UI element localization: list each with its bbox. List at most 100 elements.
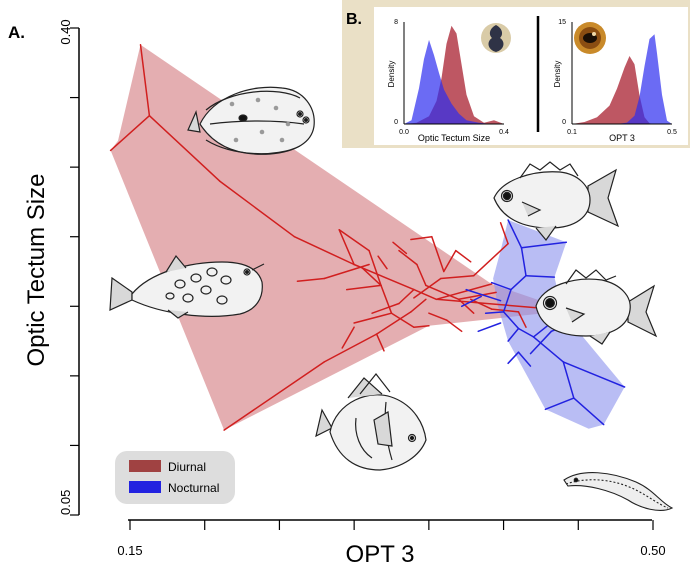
nocturnal-branch [532, 336, 565, 363]
nocturnal-branch [465, 288, 502, 302]
y-tick-label-bottom: 0.05 [58, 490, 73, 515]
diurnal-branch [413, 288, 438, 301]
legend-label-nocturnal: Nocturnal [168, 481, 219, 495]
legend: Diurnal Nocturnal [115, 451, 235, 504]
phylogeny-branches [109, 43, 626, 431]
diurnal-branch [413, 277, 442, 299]
diurnal-branch [416, 263, 427, 287]
squirrelfish-illustration [493, 161, 620, 241]
diurnal-branch [375, 311, 412, 335]
diurnal-branch [345, 284, 382, 291]
nocturnal-branch [507, 351, 520, 365]
cowfish-illustration [109, 254, 265, 319]
panel-a-label: A. [8, 23, 25, 42]
panel-b-inset: B. 8 0 0.0 0.4 Density Optic Tectum Size… [342, 0, 690, 148]
nocturnal-density-curve [572, 34, 672, 125]
nocturnal-branch [490, 281, 512, 291]
diurnal-branch [323, 333, 378, 363]
nocturnal-branch [544, 397, 575, 411]
legend-background [115, 451, 235, 504]
diurnal-branch [425, 284, 460, 301]
diurnal-branch [223, 361, 326, 431]
diurnal-branch [413, 325, 430, 328]
x-tick-label-right: 0.50 [640, 543, 665, 558]
y-axis: 0.40 0.05 Optic Tectum Size [23, 19, 80, 516]
nocturnal-branch [520, 241, 568, 249]
density-right-ytick-bottom: 0 [562, 119, 566, 126]
density-left-xlabel: Optic Tectum Size [418, 133, 490, 143]
nocturnal-branch [529, 330, 553, 355]
nocturnal-branch [562, 361, 575, 399]
density-plot-optic-tectum [404, 25, 504, 124]
density-left-ylabel: Density [387, 61, 396, 88]
diurnal-branch [457, 298, 475, 314]
diurnal-branch [392, 241, 408, 255]
eye-photo-icon [574, 22, 606, 54]
nocturnal-branch [525, 274, 556, 278]
diurnal-branch [341, 326, 355, 349]
legend-label-diurnal: Diurnal [168, 460, 206, 474]
diurnal-branch [469, 298, 493, 310]
diurnal-branch [109, 114, 151, 152]
diurnal-branch [390, 312, 415, 328]
nocturnal-branch [520, 247, 527, 277]
nocturnal-branch [507, 327, 520, 342]
legend-swatch-nocturnal [129, 481, 161, 493]
diurnal-branch [139, 43, 151, 117]
y-axis-title: Optic Tectum Size [23, 174, 50, 367]
diurnal-density-curve [572, 56, 672, 124]
nocturnal-branch [460, 295, 482, 308]
diurnal-branch [377, 255, 388, 270]
legend-swatch-diurnal [129, 460, 161, 472]
diurnal-branch [296, 277, 326, 282]
x-axis-title: OPT 3 [346, 541, 415, 568]
nocturnal-branch [484, 311, 505, 314]
density-left-ytick-bottom: 0 [394, 119, 398, 126]
diurnal-branch [398, 288, 415, 305]
nocturnal-branch [517, 351, 532, 367]
diurnal-branch [431, 235, 445, 273]
density-right-xtick-left: 0.1 [567, 129, 577, 136]
diurnal-branch [435, 283, 493, 301]
diurnal-branch [353, 312, 393, 324]
density-right-xtick-right: 0.5 [667, 129, 677, 136]
nocturnal-branch [507, 219, 523, 249]
diurnal-branch [338, 229, 355, 266]
soldierfish-illustration [535, 269, 658, 345]
x-axis: 0.15 0.50 OPT 3 [117, 519, 666, 568]
nocturnal-branch [510, 274, 527, 291]
eel-illustration [563, 472, 674, 511]
density-left-xtick-right: 0.4 [499, 129, 509, 136]
diurnal-branch [371, 302, 400, 314]
density-right-ytick-top: 15 [558, 19, 566, 26]
nocturnal-branch [573, 397, 605, 426]
diurnal-branch [457, 291, 497, 301]
butterflyfish-illustration [315, 373, 427, 471]
density-right-xlabel: OPT 3 [609, 133, 635, 143]
diurnal-branch [472, 242, 509, 277]
diurnal-branch [428, 312, 448, 321]
nocturnal-density-curve [404, 39, 504, 124]
diurnal-branch [446, 319, 463, 333]
diurnal-branch [490, 308, 520, 313]
diurnal-branch [440, 274, 475, 280]
diurnal-branch [218, 180, 296, 238]
diurnal-branch [499, 222, 509, 245]
diurnal-branch [338, 229, 370, 252]
nocturnal-branch [502, 288, 512, 313]
nocturnal-branch [477, 322, 502, 333]
nocturnal-branch [517, 327, 535, 338]
diurnal-branch [368, 249, 382, 287]
diurnal-branch [360, 266, 382, 287]
flounder-illustration [187, 86, 315, 155]
density-right-ylabel: Density [553, 61, 562, 88]
density-plot-opt3 [572, 34, 672, 125]
diurnal-branch [380, 284, 393, 314]
diurnal-branch [375, 333, 385, 352]
diurnal-branch [443, 249, 457, 273]
nocturnal-branch [502, 311, 520, 330]
nocturnal-branch [562, 361, 626, 388]
y-tick-label-top: 0.40 [58, 19, 73, 44]
density-left-xtick-left: 0.0 [399, 129, 409, 136]
